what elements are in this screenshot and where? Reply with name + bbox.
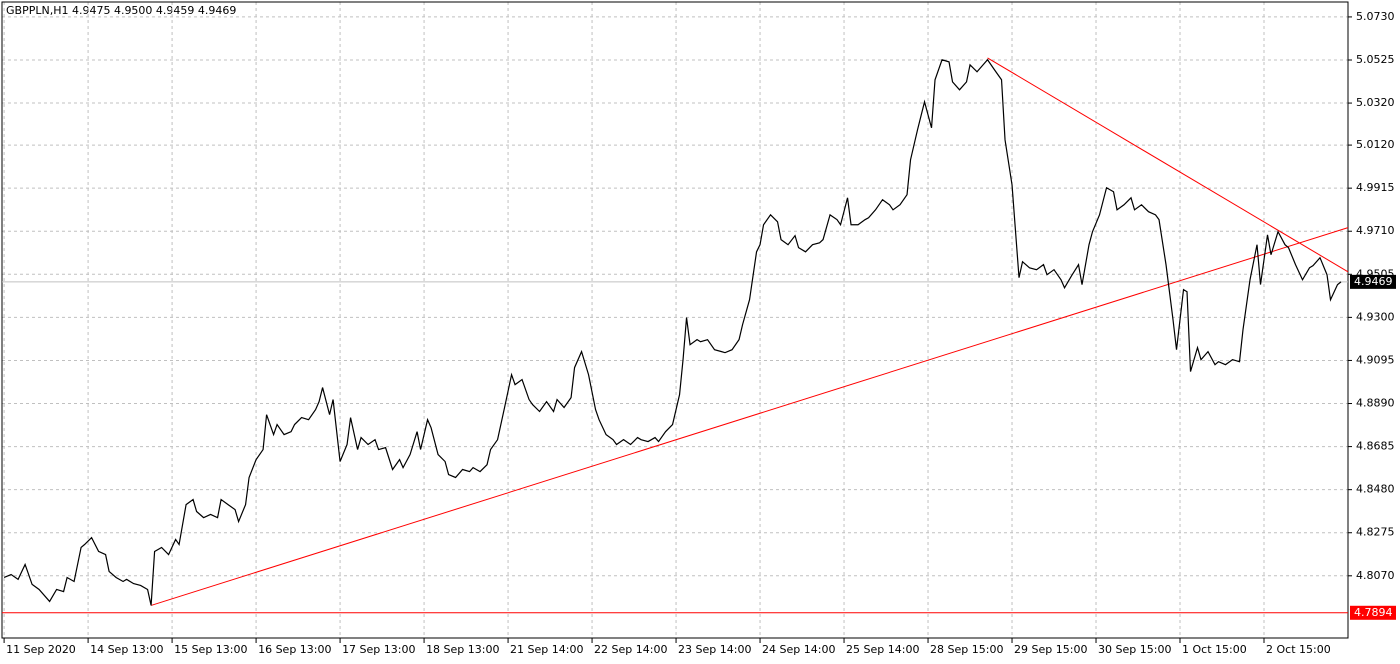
x-tick-label: 11 Sep 2020 — [6, 643, 76, 656]
plot-frame — [1, 1, 1349, 639]
y-tick-label: 4.9300 — [1356, 310, 1395, 323]
level-label: 4.7894 — [1354, 606, 1393, 619]
y-tick-label: 4.8685 — [1356, 440, 1395, 453]
x-tick-label: 30 Sep 15:00 — [1098, 643, 1171, 656]
x-tick-label: 1 Oct 15:00 — [1182, 643, 1247, 656]
trendline — [150, 227, 1349, 606]
y-tick-label: 4.8070 — [1356, 569, 1395, 582]
y-tick-label: 5.0320 — [1356, 96, 1395, 109]
x-tick-label: 15 Sep 13:00 — [174, 643, 247, 656]
y-tick-label: 4.9710 — [1356, 224, 1395, 237]
y-tick-label: 5.0730 — [1356, 10, 1395, 23]
y-tick-label: 5.0525 — [1356, 53, 1395, 66]
x-tick-label: 21 Sep 14:00 — [510, 643, 583, 656]
y-tick-label: 4.9915 — [1356, 181, 1395, 194]
x-tick-label: 28 Sep 15:00 — [930, 643, 1003, 656]
trendline — [987, 57, 1349, 273]
x-tick-label: 2 Oct 15:00 — [1266, 643, 1331, 656]
chart-title: GBPPLN,H1 4.9475 4.9500 4.9459 4.9469 — [6, 4, 236, 17]
x-tick-label: 24 Sep 14:00 — [762, 643, 835, 656]
x-tick-label: 18 Sep 13:00 — [426, 643, 499, 656]
x-tick-label: 22 Sep 14:00 — [594, 643, 667, 656]
level-box — [1350, 605, 1396, 620]
x-tick-label: 16 Sep 13:00 — [258, 643, 331, 656]
price-line — [3, 58, 1342, 606]
x-tick-label: 29 Sep 15:00 — [1014, 643, 1087, 656]
y-tick-label: 4.9095 — [1356, 353, 1395, 366]
y-tick-label: 4.8890 — [1356, 397, 1395, 410]
y-tick-label: 5.0120 — [1356, 138, 1395, 151]
y-tick-label: 4.8275 — [1356, 526, 1395, 539]
current-price-label: 4.9469 — [1354, 275, 1393, 288]
x-tick-label: 25 Sep 14:00 — [846, 643, 919, 656]
current-price-box — [1350, 274, 1396, 289]
x-tick-label: 23 Sep 14:00 — [678, 643, 751, 656]
y-tick-label: 4.8480 — [1356, 483, 1395, 496]
x-tick-label: 17 Sep 13:00 — [342, 643, 415, 656]
x-tick-label: 14 Sep 13:00 — [90, 643, 163, 656]
